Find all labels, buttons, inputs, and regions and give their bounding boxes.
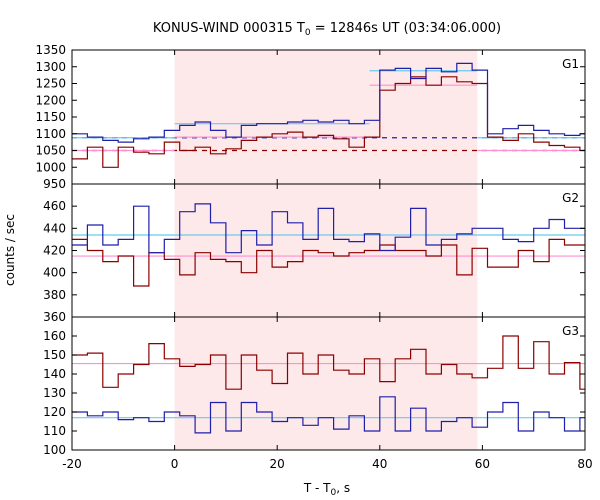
y-tick-label: 150: [43, 348, 66, 362]
y-tick-label: 1050: [35, 144, 66, 158]
y-tick-label: 1200: [35, 93, 66, 107]
x-tick-label: 40: [372, 457, 387, 471]
y-tick-label: 130: [43, 386, 66, 400]
panels-layer: 95010001050110011501200125013001350G1360…: [35, 43, 592, 471]
series-red-g3: [72, 335, 585, 390]
panel-g2: 360 380 400 420 440 460 G2: [43, 183, 586, 324]
series-blue-g3: [72, 396, 585, 434]
panel-g3: 100 110 120 130 140 150 160 -20 0 20 40 60 80 G3: [43, 316, 593, 471]
panel-g1: 950 1000 1050 1100 1150 1200 1250 1300 1350 G1: [35, 43, 586, 191]
y-axis-label: counts / sec: [3, 214, 17, 286]
chart-title: KONUS-WIND 000315 T0 = 12846s UT (03:34:…: [153, 21, 501, 38]
y-tick-label: 950: [43, 177, 66, 191]
x-tick-label: 60: [475, 457, 490, 471]
y-tick-label: 1150: [35, 110, 66, 124]
panel-label: G1: [562, 57, 579, 71]
series-blue-g1: [72, 62, 585, 143]
series-red-g1: [72, 76, 585, 168]
x-tick-label: 20: [270, 457, 285, 471]
y-tick-label: 360: [43, 310, 66, 324]
y-tick-label: 400: [43, 266, 66, 280]
y-tick-label: 100: [43, 443, 66, 457]
y-tick-label: 1100: [35, 127, 66, 141]
y-tick-label: 1250: [35, 77, 66, 91]
y-tick-label: 380: [43, 288, 66, 302]
y-tick-label: 1300: [35, 60, 66, 74]
series-blue-g2: [72, 203, 585, 254]
y-tick-label: 160: [43, 329, 66, 343]
x-tick-label: -20: [62, 457, 82, 471]
y-tick-label: 1350: [35, 43, 66, 57]
x-tick-label: 0: [171, 457, 179, 471]
x-axis-label: T - T0, s: [303, 481, 350, 498]
y-tick-label: 1000: [35, 160, 66, 174]
y-tick-label: 420: [43, 244, 66, 258]
panel-label: G2: [562, 191, 579, 205]
burst-interval-highlight: [174, 50, 478, 184]
panel-frame: [71, 316, 586, 451]
y-tick-label: 140: [43, 367, 66, 381]
panel-label: G3: [562, 324, 579, 338]
burst-interval-highlight: [174, 317, 478, 450]
y-tick-label: 460: [43, 199, 66, 213]
x-tick-label: 80: [577, 457, 592, 471]
y-tick-label: 120: [43, 405, 66, 419]
y-tick-label: 440: [43, 221, 66, 235]
burst-interval-highlight: [174, 184, 478, 317]
y-tick-label: 110: [43, 424, 66, 438]
